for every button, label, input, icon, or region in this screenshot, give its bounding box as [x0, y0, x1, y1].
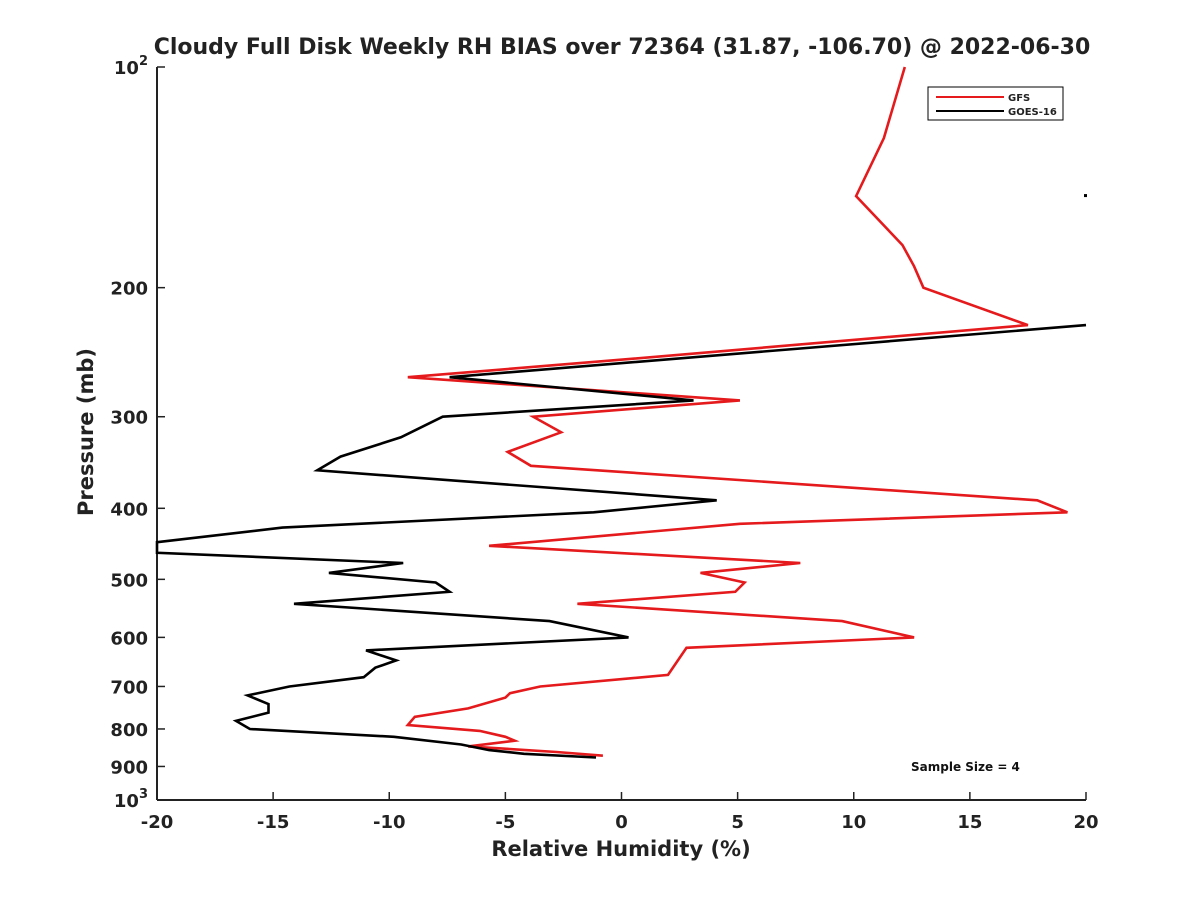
y-tick-label: 400 — [110, 499, 148, 520]
x-axis-label: Relative Humidity (%) — [491, 837, 750, 861]
axes — [156, 67, 1086, 801]
y-axis-ticks: 102 200 300 400 500 600 700 800 900 103 — [110, 54, 165, 812]
x-tick-label: 0 — [615, 812, 628, 833]
legend-label-goes-16: GOES-16 — [1008, 107, 1057, 118]
chart-title: Cloudy Full Disk Weekly RH BIAS over 723… — [154, 35, 1091, 60]
series-layer — [155, 66, 1087, 759]
y-tick-label: 600 — [110, 628, 148, 649]
y-tick-label: 500 — [110, 570, 148, 591]
y-tick-label: 700 — [110, 677, 148, 698]
x-tick-label: -10 — [373, 812, 406, 833]
legend-box — [927, 86, 1064, 121]
x-tick-label: -5 — [495, 812, 515, 833]
y-tick-label: 102 — [114, 54, 148, 79]
x-axis-ticks: -20 -15 -10 -5 0 5 10 15 20 — [141, 792, 1099, 833]
y-tick-label: 900 — [110, 757, 148, 778]
y-tick-label: 300 — [110, 408, 148, 429]
isolated-goes-16-point — [1084, 194, 1087, 198]
x-tick-label: -15 — [257, 812, 290, 833]
y-tick-label: 800 — [110, 720, 148, 741]
x-tick-label: 15 — [957, 812, 982, 833]
legend-label-gfs: GFS — [1008, 93, 1030, 104]
sample-size-annotation: Sample Size = 4 — [911, 760, 1020, 774]
x-tick-label: 20 — [1073, 812, 1098, 833]
x-tick-label: 10 — [841, 812, 866, 833]
x-tick-label: -20 — [141, 812, 174, 833]
series-line-gfs — [405, 66, 1068, 757]
y-tick-label: 103 — [114, 787, 148, 812]
y-axis-label: Pressure (mb) — [74, 348, 98, 516]
x-tick-label: 5 — [731, 812, 744, 833]
series-line-goes-16 — [155, 323, 1087, 759]
legend: GFS GOES-16 — [927, 86, 1064, 121]
y-tick-label: 200 — [110, 279, 148, 300]
